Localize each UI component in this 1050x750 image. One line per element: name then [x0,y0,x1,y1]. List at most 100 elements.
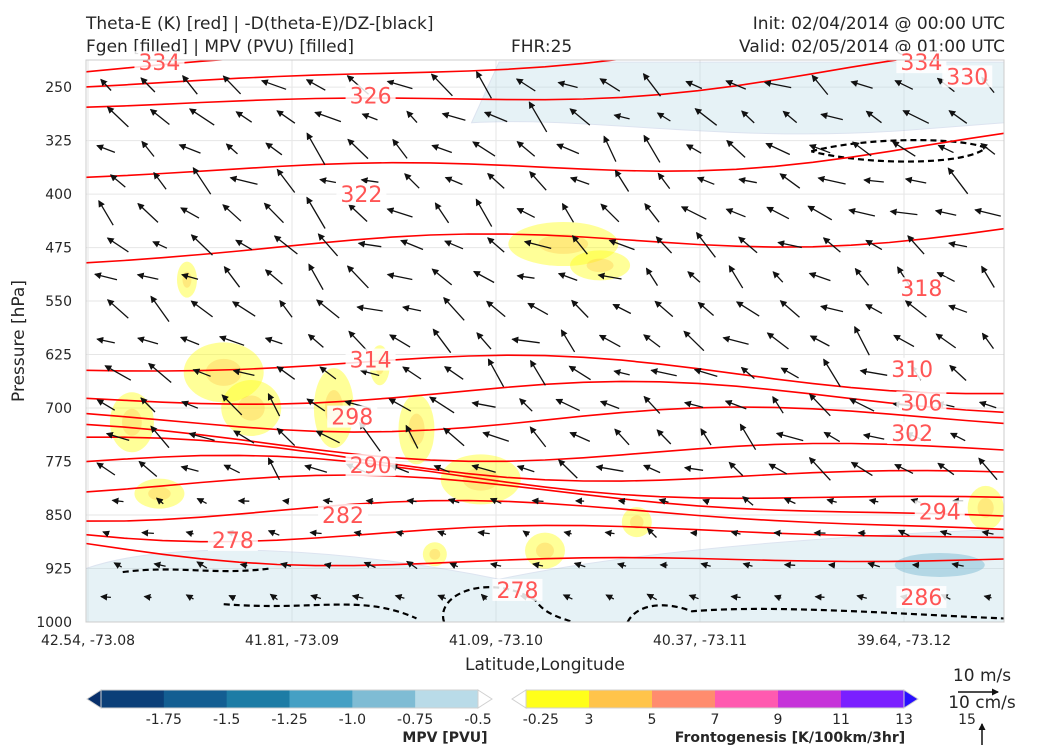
wind-vector [904,176,927,184]
wind-vector [104,365,132,381]
wind-vector [700,561,711,569]
wind-vector [700,428,712,446]
wind-vector [951,561,964,569]
wind-vector [730,593,741,601]
wind-vector [561,202,575,223]
wind-vector [314,111,342,123]
wind-vector [265,142,283,156]
wind-vector [516,208,535,218]
mpv-region [894,552,985,577]
frontogenesis-blob [134,478,185,509]
contour-label-bg [336,183,387,206]
colorbar-segment [589,690,653,708]
colorbar-tick-label: 9 [774,712,783,728]
wind-vector [693,367,718,378]
wind-vector [808,456,831,481]
wind-vector [557,272,578,282]
wind-vector [276,168,296,193]
wind-vector [783,561,796,569]
wind-vector [472,141,496,157]
wind-vector [153,171,167,190]
wind-vector [599,78,621,92]
wind-vector [850,80,873,89]
wind-vector [808,272,831,282]
wind-vector [483,111,508,123]
wind-vector [487,172,505,189]
wind-vector [655,236,673,254]
wind-vector [143,593,152,601]
wind-vector [222,75,242,95]
y-tick-label: 700 [45,401,72,417]
wind-vector [614,169,630,192]
wind-vector [643,334,661,348]
mpv-colorbar-label: MPV [PVU] [402,730,487,746]
wind-vector [515,78,536,92]
frontogenesis-core [977,497,994,518]
wind-vector [656,112,671,122]
wind-vector [228,595,237,602]
colorbar-segment [289,690,353,708]
wind-vector [473,270,495,284]
wind-vector [560,329,576,353]
wind-vector [351,593,364,601]
theta-e-contour-label: 334 [900,51,942,76]
wind-vector [600,203,620,223]
wind-vector [269,593,278,601]
wind-vector [696,176,715,185]
wind-vector [814,593,825,601]
colorbar-tick-label: -1.75 [146,712,182,728]
theta-e-contour [86,60,621,88]
frontogenesis-core [121,408,142,436]
wind-vector [851,141,872,157]
wind-vector [235,111,253,123]
contour-label-bg [345,454,396,477]
wind-vector [406,560,418,570]
y-tick-label: 625 [45,348,72,364]
wind-vector [348,203,368,222]
wind-vector [444,176,463,186]
wind-vector [180,464,199,472]
colorbar-segment [652,690,716,708]
wind-vector [192,166,212,195]
frontogenesis-core [237,395,265,421]
reference-vector-horizontal-label: 10 m/s [953,666,1011,686]
wind-vector [948,304,968,313]
wind-vector [697,301,715,316]
wind-vector [178,143,201,154]
wind-vector [486,300,506,318]
wind-vector [477,529,490,537]
wind-vector [196,561,208,569]
wind-vector [106,237,129,253]
x-axis-label: Latitude,Longitude [465,655,625,675]
wind-vector [557,80,578,89]
wind-vector [319,366,337,380]
wind-vector [739,423,757,451]
wind-vector [360,177,379,185]
wind-vector [267,457,281,481]
wind-vector [353,530,362,537]
contour-label-bg [896,586,947,609]
wind-vector [772,395,784,414]
wind-vector [738,177,757,184]
y-tick-label: 925 [45,562,72,578]
wind-vector [642,464,661,474]
contour-label-bg [207,528,258,551]
colorbar-segment [778,690,842,708]
wind-vector [569,108,591,126]
wind-vector [437,530,447,537]
wind-vector [603,135,617,162]
wind-vector [231,301,256,317]
wind-vector [782,110,798,124]
wind-vector [307,333,324,348]
wind-vector [726,139,746,158]
wind-vector [573,561,586,569]
wind-vector [894,464,914,474]
colorbar-segment [163,690,228,708]
contour-label-bg [942,65,993,88]
wind-vector [279,299,293,318]
wind-vector [389,334,411,348]
wind-vector [907,235,925,255]
wind-vector [822,237,841,253]
wind-vector [935,333,957,349]
